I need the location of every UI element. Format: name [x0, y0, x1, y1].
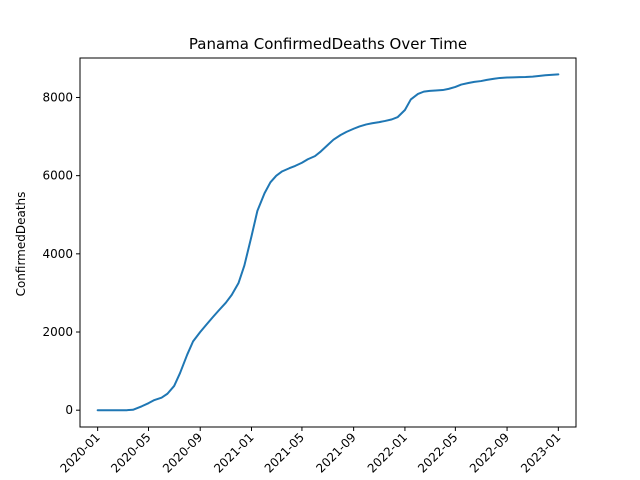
chart-title: Panama ConfirmedDeaths Over Time — [189, 35, 467, 53]
y-tick-label: 4000 — [42, 247, 73, 261]
y-tick-label: 6000 — [42, 169, 73, 183]
series-line-confirmed-deaths — [96, 73, 560, 412]
x-tick-label: 2020-09 — [160, 430, 205, 475]
y-tick-label: 8000 — [42, 90, 73, 104]
x-tick-label: 2022-01 — [365, 430, 410, 475]
y-axis-label: ConfirmedDeaths — [14, 192, 28, 297]
y-axis: 0 2000 4000 6000 8000 — [42, 90, 80, 417]
x-tick-label: 2020-01 — [57, 430, 102, 475]
x-tick-label: 2020-05 — [108, 430, 153, 475]
x-tick-label: 2022-09 — [467, 430, 512, 475]
plot-series — [96, 73, 560, 412]
plot-area-frame — [79, 57, 577, 428]
y-tick-label: 2000 — [42, 325, 73, 339]
y-tick-label: 0 — [65, 403, 73, 417]
x-tick-label: 2021-09 — [313, 430, 358, 475]
x-axis: 2020-01 2020-05 2020-09 2021-01 2021-05 2021-… — [57, 427, 563, 476]
x-tick-label: 2021-01 — [211, 430, 256, 475]
x-tick-label: 2023-01 — [518, 430, 563, 475]
x-tick-label: 2021-05 — [262, 430, 307, 475]
x-tick-label: 2022-05 — [415, 430, 460, 475]
